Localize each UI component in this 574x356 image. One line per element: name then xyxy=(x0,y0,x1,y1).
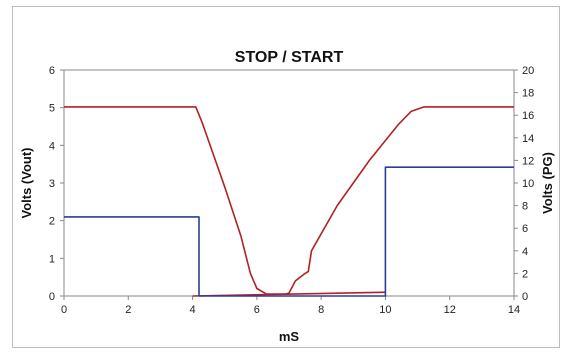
y-right-tick-label: 12 xyxy=(522,155,534,167)
x-axis-title: mS xyxy=(279,329,300,344)
y-right-tick-label: 18 xyxy=(522,88,534,100)
y-left-tick-label: 4 xyxy=(49,140,55,152)
y-right-tick-label: 10 xyxy=(522,178,534,190)
y-left-tick-label: 6 xyxy=(49,65,55,77)
y-right-tick-label: 16 xyxy=(522,110,534,122)
series-line-vout-0 xyxy=(64,106,514,295)
y-left-tick-label: 2 xyxy=(49,216,55,228)
y-right-tick-label: 0 xyxy=(522,291,528,303)
chart-svg: STOP / START mS Volts (Vout) Volts (PG) … xyxy=(19,49,555,344)
x-tick-label: 0 xyxy=(61,304,67,316)
series-layer xyxy=(64,106,514,297)
chart-frame: STOP / START mS Volts (Vout) Volts (PG) … xyxy=(12,6,560,348)
y-right-tick-label: 20 xyxy=(522,65,534,77)
y-left-tick-label: 3 xyxy=(49,178,55,190)
y-right-axis-title: Volts (PG) xyxy=(540,152,555,214)
x-tick-label: 4 xyxy=(190,304,196,316)
x-tick-label: 2 xyxy=(125,304,131,316)
series-line-pg-2 xyxy=(64,166,514,297)
y-right-tick-label: 2 xyxy=(522,268,528,280)
y-left-tick-label: 5 xyxy=(49,103,55,115)
y-left-tick-label: 1 xyxy=(49,253,55,265)
plot-area xyxy=(63,69,515,297)
y-right-tick-label: 4 xyxy=(522,246,528,258)
x-tick-label: 12 xyxy=(444,304,456,316)
x-tick-label: 8 xyxy=(318,304,324,316)
y-right-tick-label: 6 xyxy=(522,223,528,235)
y-left-tick-label: 0 xyxy=(49,291,55,303)
x-tick-label: 6 xyxy=(254,304,260,316)
y-left-axis-title: Volts (Vout) xyxy=(19,147,34,218)
y-right-tick-label: 8 xyxy=(522,201,528,213)
y-right-tick-label: 14 xyxy=(522,133,534,145)
x-tick-label: 14 xyxy=(508,304,520,316)
x-tick-label: 10 xyxy=(379,304,391,316)
chart-title: STOP / START xyxy=(235,49,344,66)
